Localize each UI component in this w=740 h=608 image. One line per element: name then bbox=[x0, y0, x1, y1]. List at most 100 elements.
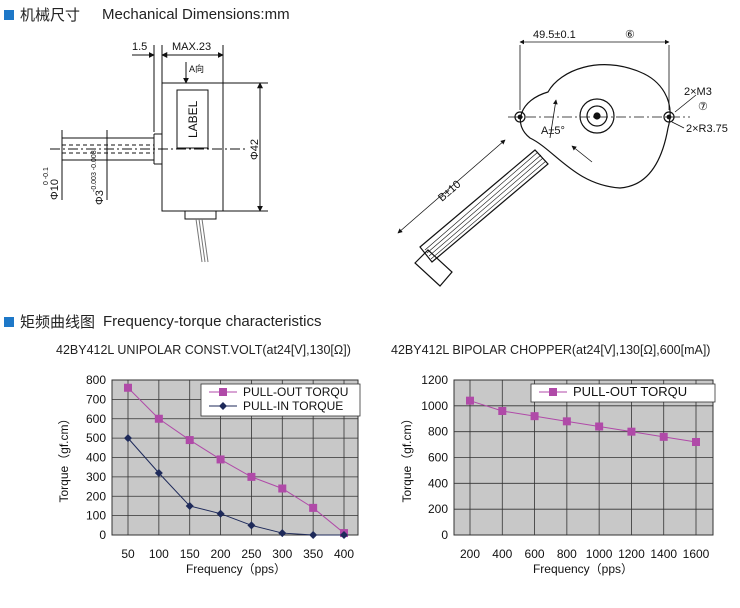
data-point bbox=[247, 521, 256, 530]
data-point bbox=[530, 412, 539, 421]
y-tick-label: 1000 bbox=[421, 399, 448, 413]
x-tick-label: 200 bbox=[460, 547, 480, 561]
data-point bbox=[278, 484, 287, 493]
top-view-drawing bbox=[397, 39, 697, 287]
data-point bbox=[216, 509, 225, 518]
x-axis-label: Frequency（pps） bbox=[186, 562, 286, 576]
y-tick-label: 800 bbox=[86, 373, 106, 387]
chart2-title: 42BY412L BIPOLAR CHOPPER(at24[V],130[Ω],… bbox=[391, 343, 711, 357]
x-tick-label: 150 bbox=[180, 547, 200, 561]
x-tick-label: 1200 bbox=[618, 547, 645, 561]
x-tick-label: 50 bbox=[121, 547, 135, 561]
x-axis-label: Frequency（pps） bbox=[533, 562, 633, 576]
wire-exit bbox=[184, 210, 217, 220]
y-tick-label: 800 bbox=[428, 425, 448, 439]
data-point bbox=[309, 503, 318, 512]
x-tick-label: 400 bbox=[492, 547, 512, 561]
legend-box bbox=[200, 383, 361, 417]
section-header-frequency: 矩频曲线图 Frequency-torque characteristics bbox=[4, 311, 321, 332]
data-point bbox=[216, 455, 225, 464]
section-header-mechanical: 机械尺寸 Mechanical Dimensions:mm bbox=[4, 4, 290, 25]
series-line-0 bbox=[127, 387, 345, 534]
data-point bbox=[466, 396, 474, 405]
legend-swatch-marker bbox=[219, 402, 227, 410]
data-point bbox=[124, 383, 132, 392]
dim-width: 49.5±0.1 bbox=[533, 29, 576, 41]
section-title-en: Mechanical Dimensions:mm bbox=[102, 6, 290, 23]
mechanical-drawings: 1.5 MAX.23 A向 LABEL Φ42 Φ10 0 -0.1 Φ3 -0… bbox=[43, 29, 728, 287]
data-point bbox=[154, 469, 163, 477]
side-view-drawing bbox=[50, 45, 268, 263]
chart1-unipolar: 0 100 200 300 400 500 600 700 800 50 100 150 200 250 3… bbox=[57, 373, 361, 576]
dim-phi42: Φ42 bbox=[249, 139, 261, 160]
series-line-1 bbox=[127, 437, 344, 536]
dim-1.5: 1.5 bbox=[132, 41, 147, 53]
x-tick-label: 800 bbox=[557, 547, 577, 561]
data-point bbox=[278, 529, 287, 538]
hub-inner bbox=[586, 105, 608, 127]
dim-max23: MAX.23 bbox=[172, 41, 211, 53]
legend-swatch-marker bbox=[549, 388, 557, 396]
chart1-title: 42BY412L UNIPOLAR CONST.VOLT(at24[V],130… bbox=[56, 343, 351, 357]
data-point bbox=[154, 414, 163, 423]
cable-bundle bbox=[419, 149, 549, 263]
x-tick-label: 600 bbox=[525, 547, 545, 561]
data-point bbox=[498, 407, 507, 415]
section-bullet-icon bbox=[4, 9, 14, 20]
data-point bbox=[309, 531, 318, 539]
dim-phi3-tol: -0.003 -0.008 bbox=[91, 150, 98, 192]
y-tick-label: 100 bbox=[86, 509, 106, 523]
data-point bbox=[340, 531, 348, 539]
label-text: LABEL bbox=[186, 100, 200, 138]
x-tick-label: 400 bbox=[334, 547, 354, 561]
dim-m3: 2×M3 bbox=[684, 86, 712, 98]
x-tick-label: 250 bbox=[241, 547, 261, 561]
y-tick-label: 600 bbox=[428, 451, 448, 465]
y-tick-label: 600 bbox=[86, 412, 106, 426]
y-tick-label: 200 bbox=[86, 489, 106, 503]
y-tick-label: 500 bbox=[86, 431, 106, 445]
y-tick-label: 300 bbox=[86, 470, 106, 484]
x-tick-label: 200 bbox=[211, 547, 231, 561]
chart2-bipolar: 0 200 400 600 800 1000 1200 200 400 600 800 1000 120… bbox=[400, 373, 716, 576]
data-point bbox=[595, 422, 604, 431]
x-tick-label: 1000 bbox=[586, 547, 613, 561]
legend-label: PULL-OUT TORQU bbox=[243, 385, 348, 399]
data-point bbox=[659, 432, 668, 441]
label-area bbox=[176, 89, 209, 149]
dim-angle: A±5° bbox=[541, 125, 565, 137]
legend-label: PULL-OUT TORQU bbox=[573, 384, 687, 399]
data-point bbox=[692, 438, 700, 446]
section-title-cn: 机械尺寸 bbox=[20, 7, 81, 24]
series-line-0 bbox=[469, 400, 697, 443]
y-tick-label: 0 bbox=[99, 528, 106, 542]
x-tick-label: 350 bbox=[303, 547, 323, 561]
y-tick-label: 0 bbox=[441, 528, 448, 542]
data-point bbox=[562, 417, 571, 426]
section-title-en: Frequency-torque characteristics bbox=[103, 313, 322, 330]
y-axis-label: Torque（gf.cm） bbox=[400, 412, 414, 502]
ref-7: ⑦ bbox=[698, 101, 708, 113]
hub-outer bbox=[579, 98, 615, 134]
dim-phi3: Φ3 bbox=[94, 190, 106, 205]
ref-6: ⑥ bbox=[625, 29, 635, 41]
y-tick-label: 700 bbox=[86, 392, 106, 406]
data-point bbox=[124, 434, 132, 443]
data-point bbox=[185, 436, 194, 445]
legend-box bbox=[530, 383, 716, 403]
y-tick-label: 400 bbox=[428, 476, 448, 490]
flange-outline bbox=[519, 64, 671, 189]
data-point bbox=[627, 427, 636, 436]
y-axis-label: Torque（gf.cm） bbox=[57, 412, 71, 502]
y-tick-label: 400 bbox=[86, 451, 106, 465]
y-tick-label: 1200 bbox=[421, 373, 448, 387]
legend-swatch-marker bbox=[219, 388, 227, 396]
dim-phi10: Φ10 bbox=[49, 179, 61, 200]
dim-b: B±10 bbox=[436, 178, 463, 204]
section-title-cn: 矩频曲线图 bbox=[20, 314, 96, 331]
data-point bbox=[247, 472, 256, 481]
x-tick-label: 1400 bbox=[650, 547, 677, 561]
dim-r: 2×R3.75 bbox=[686, 123, 728, 135]
connector bbox=[414, 249, 453, 287]
y-tick-label: 200 bbox=[428, 502, 448, 516]
